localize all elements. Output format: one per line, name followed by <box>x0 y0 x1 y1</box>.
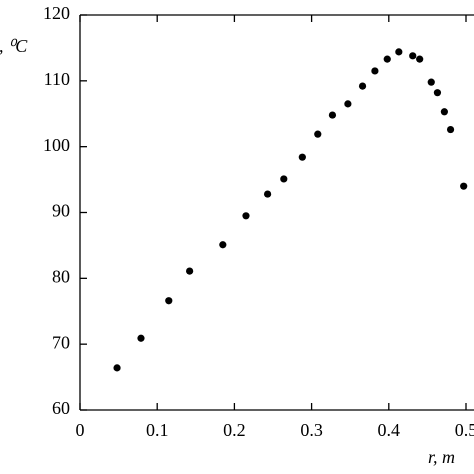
point <box>446 125 455 134</box>
point <box>280 175 288 183</box>
x-tick-label: 0.3 <box>300 420 323 440</box>
point <box>344 100 352 108</box>
point <box>186 267 194 275</box>
point <box>427 78 435 86</box>
point <box>314 130 322 138</box>
point <box>395 48 403 56</box>
point <box>219 241 227 249</box>
point <box>242 212 250 220</box>
x-tick-label: 0 <box>76 420 85 440</box>
point <box>165 297 173 305</box>
point <box>409 52 417 60</box>
y-tick-label: 100 <box>43 135 70 155</box>
point <box>371 67 379 75</box>
y-tick-label: 110 <box>44 69 70 89</box>
x-axis-label: r, m <box>428 447 455 467</box>
x-tick-label: 0.4 <box>378 420 401 440</box>
point <box>383 55 391 63</box>
point <box>137 334 145 342</box>
x-tick-label: 0.5 <box>455 420 474 440</box>
point <box>113 364 121 372</box>
point <box>298 153 306 161</box>
y-tick-label: 70 <box>52 332 70 352</box>
point <box>328 111 337 119</box>
point <box>460 182 468 190</box>
point <box>416 55 424 63</box>
y-axis-label: t, ⁰C <box>0 36 28 56</box>
point <box>440 108 448 116</box>
x-tick-label: 0.2 <box>223 420 246 440</box>
y-tick-label: 80 <box>52 266 70 286</box>
y-tick-label: 120 <box>43 3 70 23</box>
point <box>263 190 272 198</box>
y-tick-label: 90 <box>52 201 70 221</box>
y-tick-label: 60 <box>52 398 70 418</box>
point <box>358 82 367 90</box>
x-tick-label: 0.1 <box>146 420 169 440</box>
point <box>433 89 442 97</box>
